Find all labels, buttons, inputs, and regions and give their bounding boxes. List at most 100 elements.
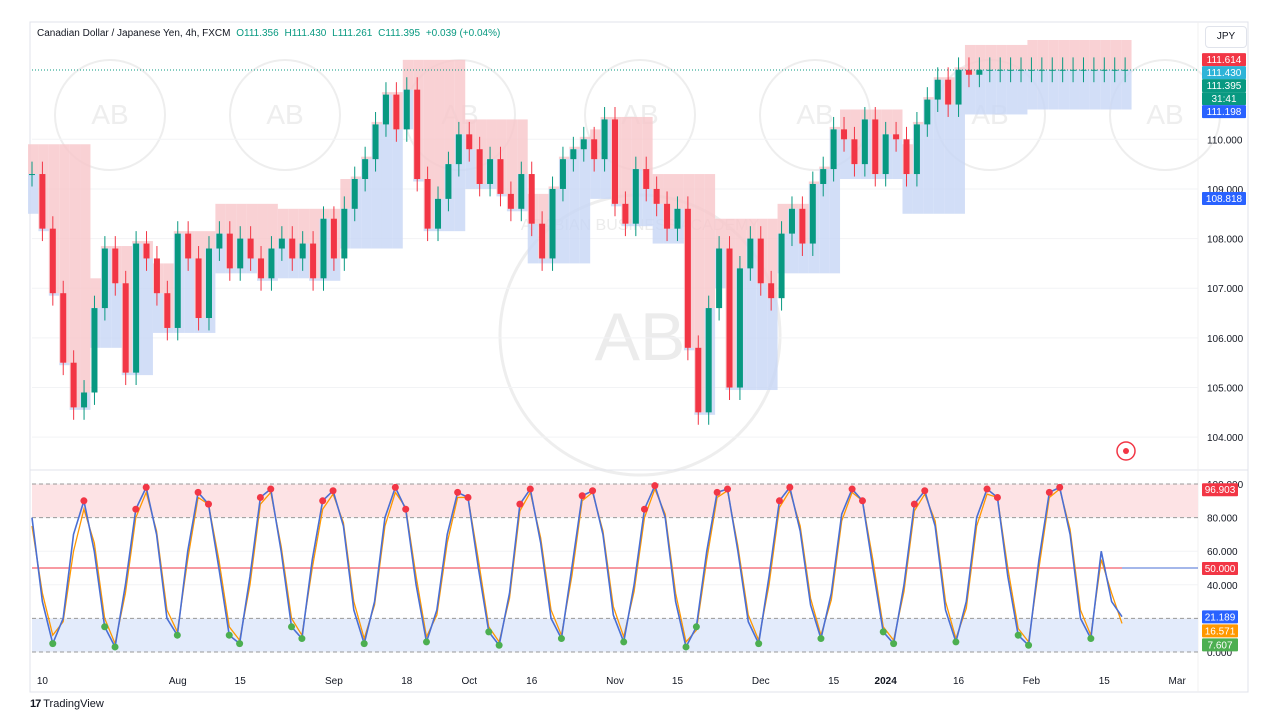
- candle-body: [455, 134, 462, 165]
- candle-body: [736, 268, 743, 388]
- candle-body: [185, 233, 192, 259]
- candle-body: [612, 119, 618, 204]
- tradingview-logo[interactable]: 17 TradingView: [30, 698, 104, 710]
- candle-body: [705, 308, 712, 413]
- support-zone: [756, 283, 768, 391]
- resistance-zone: [746, 218, 757, 239]
- overbought-dot: [848, 485, 856, 493]
- replay-icon: [1116, 441, 1136, 461]
- resistance-zone: [1110, 40, 1122, 70]
- support-zone: [829, 129, 841, 274]
- support-zone: [1110, 69, 1122, 110]
- resistance-zone: [90, 278, 101, 309]
- resistance-zone: [663, 174, 674, 229]
- support-zone: [611, 203, 622, 207]
- oversold-dot: [225, 631, 233, 639]
- support-zone: [892, 139, 903, 180]
- resistance-zone: [371, 121, 382, 125]
- candle-body: [778, 233, 785, 299]
- oversold-dot: [1014, 631, 1022, 639]
- candle-body: [965, 69, 972, 75]
- osc-tag-label: 96.903: [1205, 485, 1236, 496]
- support-zone: [569, 149, 580, 264]
- resistance-zone: [829, 126, 841, 130]
- resistance-zone: [1079, 40, 1090, 70]
- watermark-initials: AB: [796, 99, 833, 130]
- candle-body: [1122, 69, 1129, 71]
- oversold-dot: [890, 640, 898, 648]
- oversold-dot: [495, 641, 503, 649]
- overbought-dot: [80, 497, 88, 505]
- resistance-zone: [923, 97, 934, 100]
- candle-body: [830, 129, 837, 170]
- support-zone: [558, 159, 570, 264]
- candle-body: [768, 283, 775, 299]
- candle-body: [310, 243, 317, 279]
- osc-tick-label: 60.000: [1207, 547, 1238, 558]
- support-zone: [194, 318, 205, 333]
- candle-body: [809, 183, 816, 244]
- resistance-zone: [777, 203, 788, 234]
- overbought-dot: [1045, 488, 1053, 496]
- overbought-dot: [1056, 483, 1064, 491]
- candle-body: [497, 159, 504, 194]
- chart-header: Canadian Dollar / Japanese Yen, 4h, FXCM…: [37, 28, 503, 39]
- candle-body: [945, 79, 952, 105]
- resistance-zone: [808, 181, 820, 184]
- support-zone: [1089, 69, 1101, 110]
- oversold-dot: [298, 635, 306, 643]
- support-zone: [902, 174, 913, 214]
- time-tick-label: 10: [37, 676, 49, 687]
- resistance-zone: [558, 156, 570, 160]
- candle-body: [664, 203, 671, 229]
- support-zone: [152, 293, 164, 333]
- candle-body: [362, 159, 369, 180]
- osc-tag-bg: [1202, 610, 1238, 624]
- support-zone: [111, 283, 122, 348]
- low-value: L111.261: [332, 28, 373, 39]
- resistance-zone: [350, 176, 362, 180]
- support-zone: [725, 387, 736, 391]
- resistance-zone: [69, 144, 81, 408]
- candle-body: [403, 89, 410, 130]
- support-zone: [996, 69, 1007, 115]
- candle-body: [49, 228, 56, 294]
- support-zone: [1037, 69, 1049, 110]
- candle-body: [424, 179, 431, 229]
- overbought-dot: [724, 485, 732, 493]
- oversold-dot: [682, 643, 690, 651]
- support-zone: [69, 407, 81, 410]
- candle-body: [299, 243, 306, 259]
- support-zone: [506, 208, 518, 212]
- support-zone: [298, 243, 310, 279]
- resistance-zone: [954, 67, 965, 70]
- resistance-zone: [423, 59, 435, 229]
- candle-body: [39, 174, 46, 229]
- close-value: C111.395: [378, 28, 421, 39]
- overbought-dot: [402, 505, 410, 513]
- pane-borders: [29, 21, 1249, 693]
- support-zone: [1017, 69, 1028, 115]
- chart-border: [29, 21, 1249, 693]
- overbought-dot: [132, 505, 140, 513]
- overbought-dot: [526, 485, 534, 493]
- oversold-dot: [1087, 635, 1095, 643]
- support-zone: [1006, 69, 1018, 115]
- support-zone: [933, 79, 945, 214]
- overbought-dot: [319, 497, 327, 505]
- high-value: H111.430: [284, 28, 327, 39]
- candle-body: [528, 174, 535, 224]
- candle-body: [320, 218, 327, 279]
- currency-button[interactable]: JPY: [1205, 26, 1247, 48]
- tv-logo-icon: 17: [30, 698, 41, 710]
- support-zone: [350, 179, 362, 249]
- candle-body: [205, 248, 212, 319]
- support-zone: [923, 99, 934, 214]
- resistance-zone: [173, 231, 185, 234]
- support-zone: [38, 228, 49, 232]
- time-tick-label: 15: [672, 676, 684, 687]
- price-tag-bg: [1202, 92, 1246, 106]
- candle-body: [674, 208, 681, 229]
- resistance-zone: [892, 109, 903, 140]
- oversold-dot: [422, 638, 430, 646]
